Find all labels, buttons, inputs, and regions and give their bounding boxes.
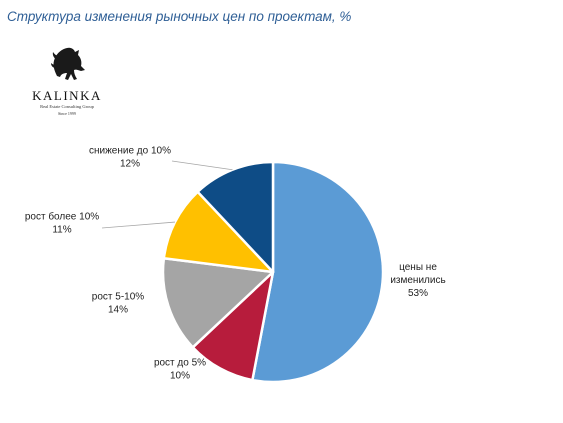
leader-line <box>171 160 233 171</box>
slice-name: изменились <box>390 275 445 286</box>
slice-name: снижение до 10% <box>89 146 171 157</box>
slice-percent: 14% <box>108 305 128 316</box>
slice-percent: 11% <box>52 225 71 236</box>
pie-slice <box>251 160 385 384</box>
slice-percent: 10% <box>170 371 190 382</box>
slice-name: рост до 5% <box>154 358 206 369</box>
slice-label: снижение до 10% 12% <box>89 146 171 170</box>
slice-label: рост до 5% 10% <box>154 358 206 382</box>
logo-since: Since 1999 <box>58 111 76 116</box>
leader-line <box>101 221 176 229</box>
slice-name: рост 5-10% <box>92 292 144 303</box>
slice-percent: 53% <box>408 288 428 299</box>
slice-label: цены не изменились 53% <box>390 262 445 299</box>
kalinka-logo: KALINKA Real Estate Consulting Group Sin… <box>32 47 102 116</box>
logo-tagline: Real Estate Consulting Group <box>40 104 95 109</box>
pie-slice <box>161 256 275 349</box>
slice-label: рост более 10% 11% <box>25 211 99 236</box>
slice-label: рост 5-10% 14% <box>92 292 144 316</box>
logo-name: KALINKA <box>32 88 102 103</box>
chart-title: Структура изменения рыночных цен по прое… <box>7 9 352 24</box>
slice-percent: 12% <box>120 159 140 170</box>
pie-slice <box>162 190 275 274</box>
horse-emblem-icon <box>51 47 85 80</box>
slice-name: рост более 10% <box>25 211 99 223</box>
slice-name: цены не <box>399 262 437 273</box>
